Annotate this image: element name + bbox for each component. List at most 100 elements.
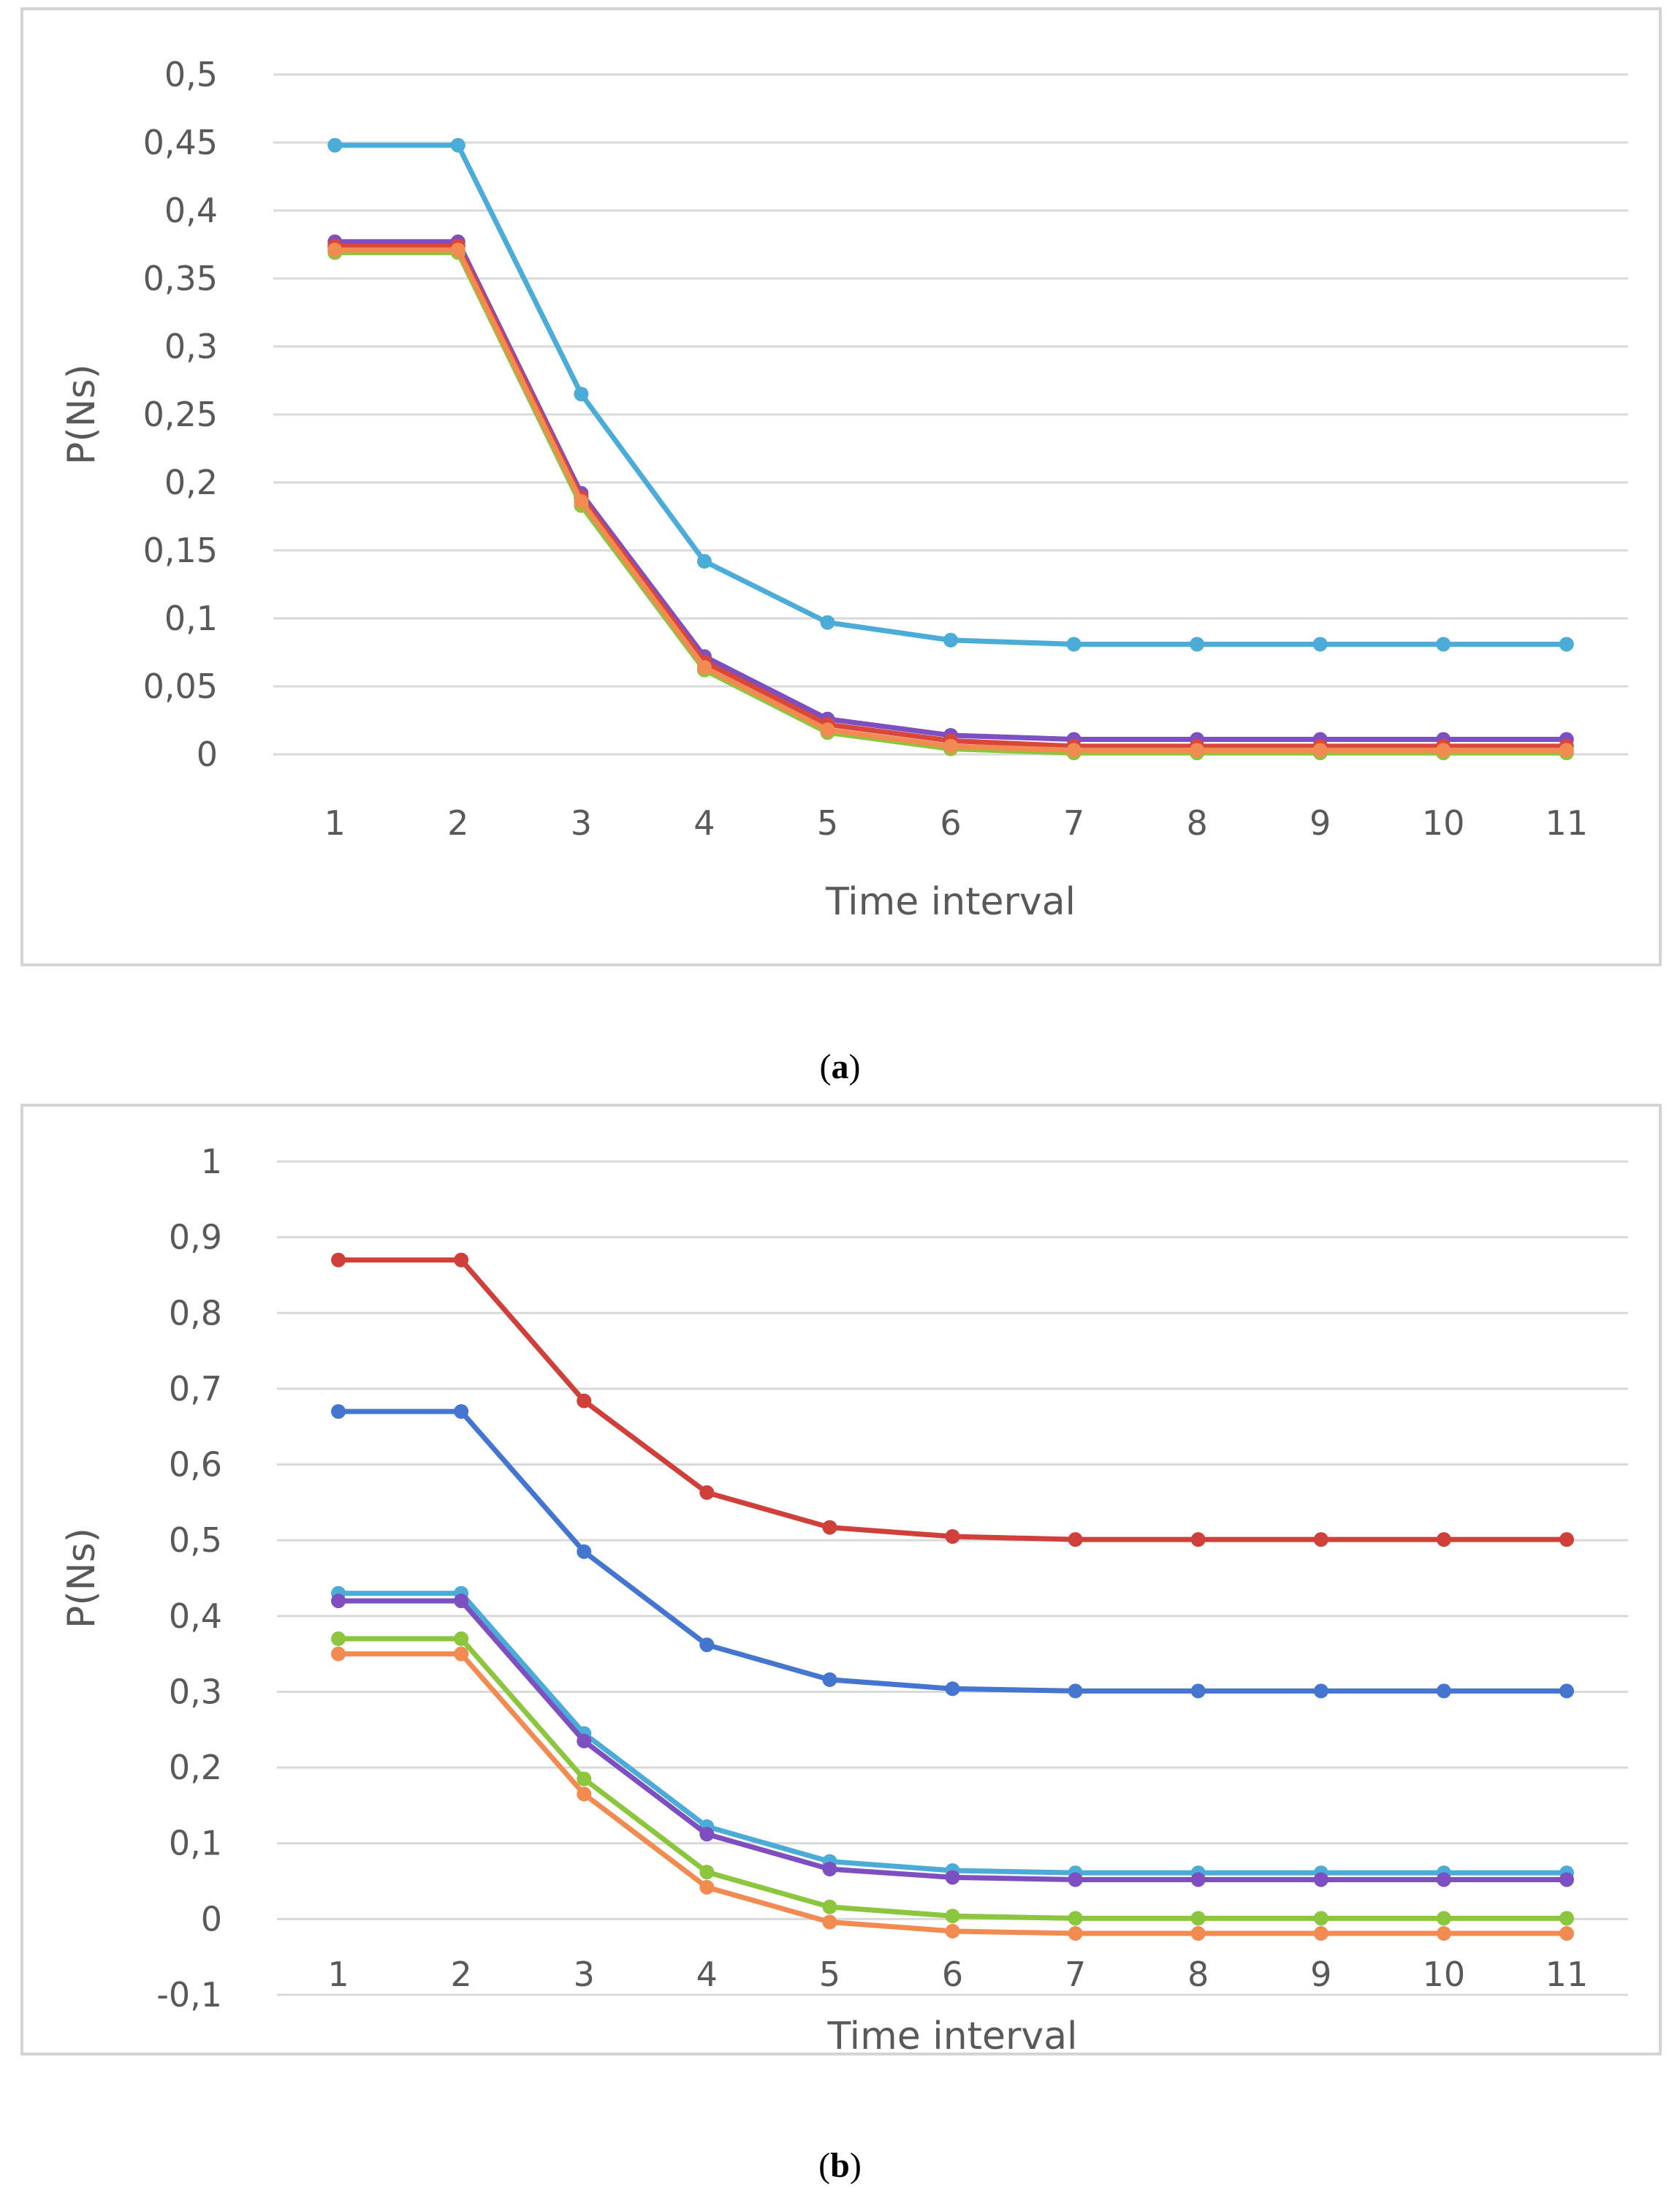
chart-a-series-orange-point bbox=[943, 738, 958, 754]
chart-b-series-red-point bbox=[699, 1485, 715, 1500]
line-chart-a: 0 0,05 0,1 0,15 0,2 0,25 0,3 0,35 0,4 0,45 0,5 1 2 3 4… bbox=[60, 55, 1628, 924]
chart-a-series-orange-point bbox=[1436, 743, 1451, 758]
chart-b-series-blue-point bbox=[454, 1404, 469, 1419]
chart-a-y-tick-label: 0,25 bbox=[143, 395, 218, 434]
chart-b-series-purple-point bbox=[454, 1593, 469, 1609]
chart-a-x-tick-label: 6 bbox=[940, 803, 961, 843]
chart-b-y-tick-label: 0,7 bbox=[169, 1369, 222, 1409]
chart-b-series-blue-point bbox=[577, 1544, 592, 1559]
chart-a-x-tick-label: 1 bbox=[324, 803, 346, 843]
chart-a-x-tick-label: 4 bbox=[693, 803, 715, 843]
chart-a-x-tick-label: 10 bbox=[1422, 803, 1465, 843]
chart-b-series-green-point bbox=[699, 1865, 715, 1880]
chart-a-series-light-blue-point bbox=[820, 615, 835, 630]
chart-a-series-orange-line bbox=[332, 247, 1570, 753]
chart-b-series-green-point bbox=[1068, 1911, 1083, 1926]
chart-a-y-tick-label: 0,4 bbox=[164, 191, 218, 230]
chart-a-series-orange-point bbox=[1190, 743, 1205, 758]
chart-b-series-purple-point bbox=[577, 1733, 592, 1748]
chart-b-x-tick-label: 4 bbox=[696, 1955, 718, 1994]
chart-b-series-blue-point bbox=[699, 1637, 715, 1653]
chart-b-series-green-point bbox=[822, 1899, 837, 1914]
chart-b-y-tick-label: -0,1 bbox=[156, 1975, 222, 2015]
chart-b-x-tick-label: 6 bbox=[942, 1955, 963, 1994]
chart-a-series-orange-point bbox=[1312, 743, 1328, 758]
chart-b-y-tick-label: 1 bbox=[201, 1142, 222, 1181]
caption-b: (b) bbox=[818, 2146, 862, 2185]
chart-b-series-orange-point bbox=[1313, 1926, 1329, 1941]
chart-a-series-orange-point bbox=[574, 494, 589, 509]
chart-a-series-light-blue-point bbox=[327, 137, 343, 153]
chart-a-series-orange-point bbox=[696, 659, 712, 675]
chart-b-x-tick-label: 7 bbox=[1065, 1955, 1086, 1994]
chart-b-series-purple-point bbox=[822, 1861, 837, 1876]
chart-b-series-blue-point bbox=[1559, 1683, 1574, 1699]
chart-b-series-blue-line bbox=[335, 1409, 1570, 1694]
chart-b-y-tick-label: 0 bbox=[201, 1899, 222, 1939]
chart-b-series-purple-point bbox=[1313, 1872, 1329, 1887]
chart-b-series-orange-point bbox=[822, 1914, 837, 1930]
chart-b-series-orange-point bbox=[945, 1923, 960, 1939]
chart-b-series-red-point bbox=[577, 1393, 592, 1409]
chart-panel-b: -0,1 0 0,1 0,2 0,3 0,4 0,5 0,6 0,7 0,8 0,9 1 1 2 3 4 5 6 7… bbox=[20, 1104, 1662, 2055]
chart-b-series-orange-point bbox=[454, 1646, 469, 1661]
chart-b-series-red-point bbox=[822, 1520, 837, 1535]
chart-a-x-tick-label: 9 bbox=[1310, 803, 1331, 843]
chart-a-series-light-blue-point bbox=[1559, 637, 1574, 652]
chart-b-series-blue-point bbox=[945, 1681, 960, 1697]
chart-a-y-tick-label: 0,35 bbox=[143, 259, 218, 298]
chart-b-series-green-point bbox=[331, 1631, 346, 1646]
chart-b-series-purple-line bbox=[335, 1598, 1570, 1882]
chart-b-x-axis-title: Time interval bbox=[826, 2015, 1077, 2053]
chart-a-series-light-blue-point bbox=[1190, 637, 1205, 652]
chart-a-x-tick-label: 7 bbox=[1063, 803, 1084, 843]
chart-a-series-orange-point bbox=[1066, 743, 1082, 758]
chart-b-series-purple-point bbox=[1190, 1872, 1206, 1887]
chart-a-y-tick-label: 0,45 bbox=[143, 123, 218, 162]
chart-b-series-blue-point bbox=[331, 1404, 346, 1419]
chart-b-x-tick-label: 11 bbox=[1546, 1955, 1589, 1994]
chart-a-series-orange-point bbox=[820, 722, 835, 738]
chart-a-y-tick-label: 0,5 bbox=[164, 55, 218, 94]
chart-b-y-tick-label: 0,3 bbox=[169, 1672, 222, 1711]
chart-b-series-orange-point bbox=[1068, 1926, 1083, 1941]
chart-a-series-light-blue-point bbox=[1312, 637, 1328, 652]
chart-b-x-tick-label: 1 bbox=[327, 1955, 349, 1994]
chart-a-y-tick-label: 0 bbox=[197, 735, 218, 774]
chart-a-x-tick-label: 5 bbox=[817, 803, 838, 843]
chart-b-series-green-point bbox=[577, 1771, 592, 1786]
chart-b-series-red-point bbox=[1559, 1532, 1574, 1547]
chart-a-series-light-blue-line bbox=[332, 143, 1570, 647]
chart-b-series-red-line bbox=[335, 1257, 1570, 1542]
chart-b-series-purple-point bbox=[699, 1827, 715, 1842]
chart-b-series-green-point bbox=[1313, 1911, 1329, 1926]
chart-b-series-orange-point bbox=[1559, 1926, 1574, 1941]
chart-a-y-tick-label: 0,05 bbox=[143, 667, 218, 706]
chart-a-y-tick-label: 0,1 bbox=[164, 599, 218, 638]
chart-b-series-red-point bbox=[331, 1252, 346, 1267]
line-chart-b: -0,100,10,20,30,40,50,60,70,80,911 2 3 4 5 6 7… bbox=[60, 1142, 1628, 2053]
chart-b-y-tick-label: 0,8 bbox=[169, 1293, 222, 1333]
chart-b-series-purple-point bbox=[945, 1870, 960, 1885]
chart-b-x-tick-label: 3 bbox=[574, 1955, 595, 1994]
chart-b-x-tick-label: 10 bbox=[1423, 1955, 1466, 1994]
chart-b-series-red-point bbox=[1436, 1532, 1451, 1547]
chart-b-series-green-point bbox=[1559, 1911, 1574, 1926]
chart-b-series-blue-point bbox=[822, 1672, 837, 1687]
chart-b-series-green-point bbox=[945, 1909, 960, 1924]
chart-b-series-red-point bbox=[945, 1529, 960, 1544]
chart-b-series-red-point bbox=[1190, 1532, 1206, 1547]
chart-a-series-purple-line bbox=[332, 239, 1570, 743]
chart-b-series-orange-point bbox=[577, 1786, 592, 1802]
chart-b-series-green-point bbox=[1190, 1911, 1206, 1926]
chart-b-series-orange-point bbox=[1190, 1926, 1206, 1941]
chart-b-x-tick-label: 9 bbox=[1310, 1955, 1331, 1994]
chart-b-series-blue-point bbox=[1068, 1683, 1083, 1699]
chart-b-y-tick-label: 0,6 bbox=[169, 1445, 222, 1485]
chart-a-series-light-blue-point bbox=[943, 632, 958, 648]
chart-b-series-blue-point bbox=[1190, 1683, 1206, 1699]
chart-a-series-light-blue-point bbox=[1066, 637, 1082, 652]
chart-a-series-light-blue-point bbox=[1436, 637, 1451, 652]
chart-b-series-purple-point bbox=[1559, 1872, 1574, 1887]
caption-b-letter: b bbox=[830, 2146, 850, 2185]
